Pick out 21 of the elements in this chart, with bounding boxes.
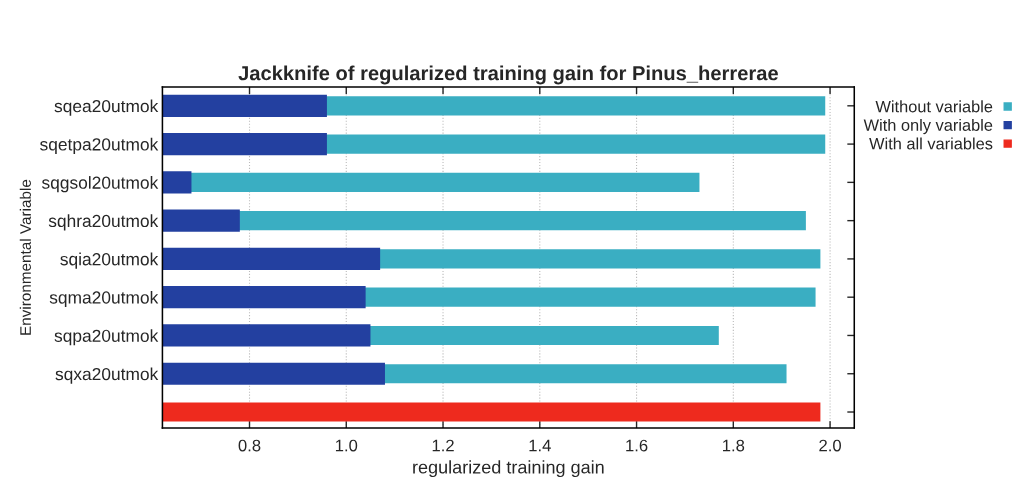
y-tick-label: sqma20utmok [49, 290, 159, 308]
x-tick-label: 2.0 [819, 439, 842, 452]
chart-title: Jackknife of regularized training gain for Pinus_herrerae [238, 65, 778, 85]
y-tick-label: sqetpa20utmok [40, 137, 159, 154]
y-axis-title: Environmental Variable [19, 179, 31, 335]
y-tick-label: sqxa20utmok [55, 367, 159, 384]
x-tick-label: 1.6 [626, 439, 648, 452]
legend-label: With all variables [869, 137, 993, 150]
legend-label: Without variable [875, 100, 993, 113]
x-tick-label: 0.8 [238, 439, 261, 452]
x-tick-label: 1.4 [529, 439, 551, 452]
x-tick-label: 1.0 [335, 439, 358, 452]
x-tick-label: 1.8 [723, 439, 745, 452]
y-tick-label: sqhra20utmok [48, 214, 159, 231]
y-tick-label: sqpa20utmok [54, 329, 159, 346]
x-tick-label: 1.2 [432, 439, 454, 452]
legend-label: With only variable [863, 118, 993, 135]
y-tick-label: sqea20utmok [54, 99, 159, 116]
y-tick-label: sqgsol20utmok [41, 176, 159, 193]
y-tick-label: sqia20utmok [60, 252, 159, 269]
x-axis-title: regularized training gain [413, 460, 604, 478]
